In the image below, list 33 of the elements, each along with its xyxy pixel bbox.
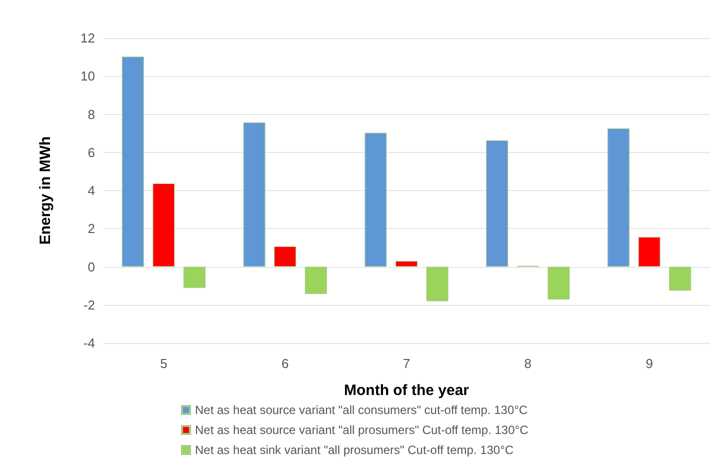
y-tick-label: 0	[88, 259, 95, 274]
y-tick-label: 2	[88, 221, 95, 236]
y-axis-title: Energy in MWh	[37, 136, 54, 245]
y-tick-label: -2	[83, 297, 95, 312]
x-tick-label: 5	[160, 356, 168, 371]
bar	[304, 266, 327, 294]
bar	[152, 183, 175, 267]
bar	[669, 266, 692, 291]
y-tick-label: 4	[88, 183, 95, 198]
x-tick-label: 8	[524, 356, 532, 371]
legend-label: Net as heat source variant "all consumers" cut-off temp. 130°C	[195, 403, 528, 417]
legend-label: Net as heat source variant "all prosumers" Cut-off temp. 130°C	[195, 423, 529, 437]
bar	[364, 132, 387, 267]
bar	[184, 266, 206, 288]
y-tick-label: 12	[80, 30, 95, 46]
bar	[426, 266, 448, 302]
bar	[243, 122, 266, 267]
bar	[122, 56, 144, 267]
legend-label: Net as heat sink variant "all prosumers" Cut-off temp. 130°C	[195, 443, 514, 457]
y-tick-label: 6	[88, 144, 95, 160]
bar	[396, 261, 418, 267]
y-tick-label: 8	[88, 106, 95, 122]
y-tick-label: 10	[80, 68, 95, 84]
y-tick-label: -4	[83, 336, 95, 350]
bar	[486, 140, 508, 267]
bar	[274, 246, 296, 267]
bar	[608, 128, 630, 267]
x-tick-label: 9	[646, 356, 653, 371]
x-tick-label: 6	[281, 356, 289, 371]
x-axis-title: Month of the year	[344, 382, 470, 399]
x-tick-label: 7	[402, 356, 410, 371]
bar	[548, 266, 570, 300]
bar	[638, 237, 660, 267]
